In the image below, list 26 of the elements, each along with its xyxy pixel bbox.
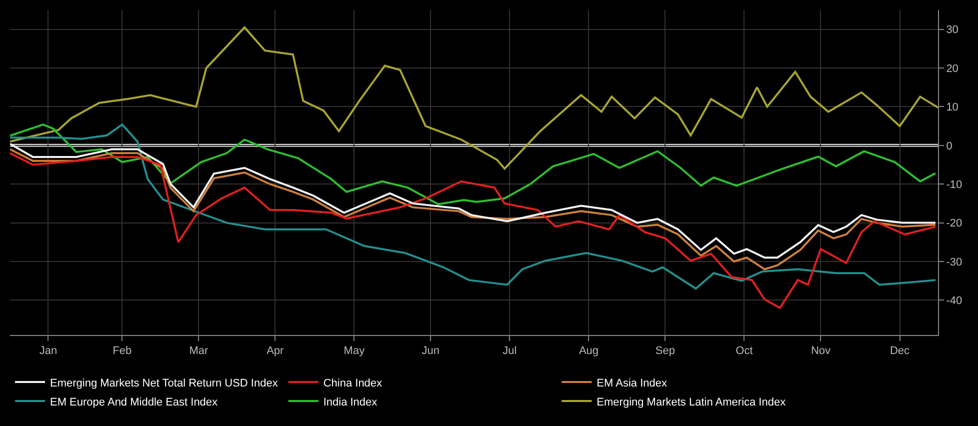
- y-tick-label: -40: [946, 295, 962, 308]
- y-tick-label: -20: [946, 218, 962, 230]
- legend-label: Emerging Markets Net Total Return USD Index: [50, 377, 278, 390]
- y-tick-label: 20: [946, 62, 958, 75]
- x-tick-label: Apr: [266, 345, 284, 358]
- x-tick-label: Jan: [39, 345, 58, 358]
- y-tick-label: -10: [946, 178, 962, 191]
- x-tick-label: Nov: [810, 345, 832, 358]
- y-tick-label: 10: [946, 102, 958, 114]
- x-tick-label: Jul: [502, 345, 517, 358]
- legend-label: EM Europe And Middle East Index: [50, 396, 218, 408]
- x-tick-label: Aug: [578, 345, 599, 358]
- x-tick-label: Jun: [422, 345, 440, 358]
- legend-label: Emerging Markets Latin America Index: [596, 396, 786, 408]
- legend-label: China Index: [323, 377, 383, 390]
- x-tick-label: Feb: [112, 345, 132, 358]
- x-tick-label: Mar: [189, 345, 208, 358]
- y-tick-label: 30: [946, 24, 958, 36]
- x-tick-label: Oct: [736, 345, 753, 358]
- legend-label: India Index: [323, 396, 378, 408]
- x-tick-label: Sep: [655, 345, 675, 358]
- y-tick-label: 0: [946, 140, 952, 152]
- legend-label: EM Asia Index: [596, 377, 668, 390]
- y-tick-label: -30: [946, 256, 962, 268]
- x-tick-label: Dec: [890, 345, 910, 358]
- x-tick-label: May: [344, 345, 366, 358]
